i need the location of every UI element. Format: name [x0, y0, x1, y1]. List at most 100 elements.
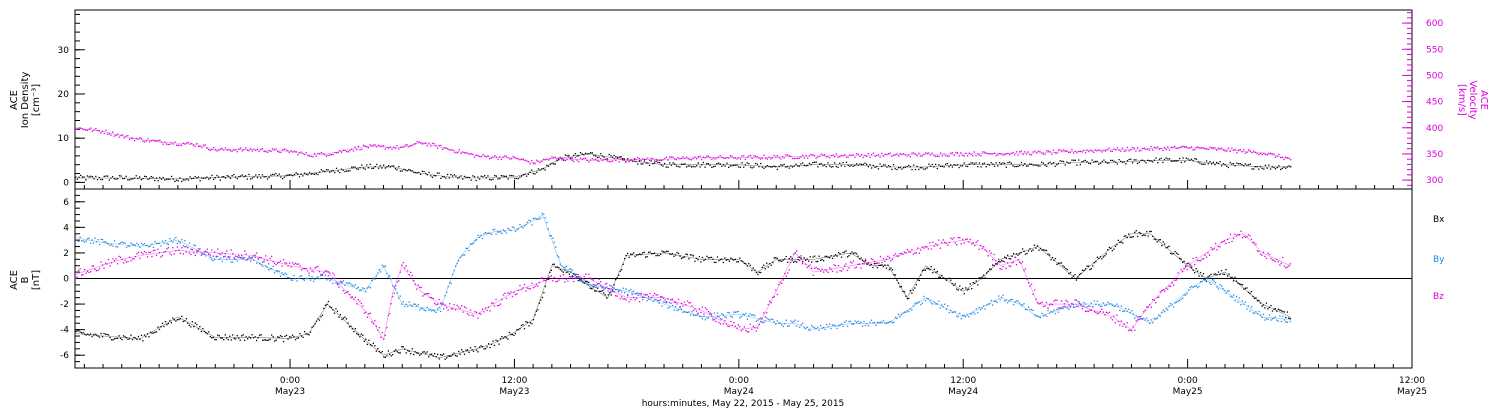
- data-point: [487, 155, 489, 157]
- data-point: [396, 351, 398, 353]
- data-point: [989, 250, 991, 252]
- data-point: [100, 238, 102, 240]
- data-point: [537, 168, 540, 170]
- data-point: [818, 255, 820, 257]
- data-point: [335, 282, 337, 284]
- data-point: [616, 156, 619, 159]
- data-point: [686, 311, 689, 314]
- data-point: [1030, 283, 1033, 285]
- data-point: [469, 309, 472, 311]
- data-point: [93, 334, 95, 336]
- data-point: [388, 165, 390, 167]
- data-point: [760, 317, 762, 319]
- data-point: [793, 261, 795, 263]
- data-point: [214, 338, 216, 341]
- data-point: [315, 266, 318, 268]
- data-point: [357, 145, 359, 148]
- data-point: [134, 244, 137, 246]
- data-point: [633, 160, 635, 162]
- data-point: [281, 336, 283, 338]
- data-point: [653, 292, 656, 295]
- data-point: [1161, 244, 1163, 247]
- data-point: [894, 154, 896, 156]
- data-point: [90, 127, 92, 129]
- data-point: [440, 354, 442, 356]
- data-point: [239, 339, 241, 341]
- data-point: [320, 275, 322, 277]
- data-point: [650, 160, 652, 162]
- data-point: [224, 255, 226, 257]
- data-point: [871, 167, 873, 169]
- data-point: [399, 271, 401, 273]
- data-point: [466, 349, 469, 351]
- data-point: [541, 212, 543, 214]
- data-point: [211, 249, 213, 251]
- data-point: [658, 255, 660, 257]
- data-point: [1235, 295, 1238, 298]
- data-point: [633, 296, 635, 299]
- data-point: [555, 281, 557, 283]
- data-point: [954, 283, 956, 285]
- b-tick-label: -2: [60, 300, 69, 310]
- data-point: [1096, 160, 1098, 162]
- data-point: [1113, 148, 1115, 150]
- data-point: [119, 242, 122, 244]
- data-point: [743, 166, 745, 168]
- data-point: [1259, 314, 1262, 316]
- data-point: [672, 162, 674, 164]
- data-point: [938, 155, 940, 157]
- data-point: [406, 144, 408, 146]
- data-point: [206, 147, 208, 149]
- data-point: [975, 162, 977, 164]
- data-point: [791, 166, 794, 168]
- data-point: [817, 260, 819, 263]
- data-point: [642, 299, 644, 301]
- data-point: [172, 317, 174, 319]
- data-point: [1001, 296, 1003, 298]
- data-point: [332, 282, 334, 284]
- data-point: [1010, 265, 1012, 268]
- data-point: [253, 148, 255, 151]
- data-point: [285, 273, 288, 275]
- data-point: [793, 253, 795, 255]
- data-point: [652, 295, 654, 297]
- data-point: [980, 155, 982, 157]
- data-point: [513, 227, 515, 229]
- data-point: [716, 256, 719, 258]
- data-point: [466, 247, 469, 250]
- data-point: [875, 324, 877, 326]
- data-point: [1219, 273, 1221, 276]
- data-point: [170, 240, 172, 242]
- data-point: [1147, 306, 1149, 308]
- data-point: [787, 325, 789, 327]
- data-point: [906, 165, 908, 168]
- data-point: [972, 311, 974, 313]
- data-point: [302, 278, 304, 281]
- data-point: [1059, 307, 1061, 309]
- data-point: [615, 295, 617, 297]
- data-point: [854, 267, 856, 269]
- data-point: [935, 163, 937, 166]
- data-point: [852, 252, 855, 255]
- data-point: [728, 157, 730, 159]
- data-point: [935, 243, 937, 245]
- data-point: [288, 151, 290, 154]
- data-point: [1226, 275, 1229, 277]
- data-point: [1177, 300, 1179, 302]
- data-point: [230, 261, 232, 263]
- data-point: [998, 295, 1000, 297]
- data-point: [869, 163, 871, 166]
- data-point: [364, 168, 366, 170]
- data-point: [1144, 309, 1146, 311]
- data-point: [981, 276, 983, 278]
- data-point: [553, 241, 555, 243]
- data-point: [413, 303, 415, 305]
- data-point: [1045, 315, 1048, 317]
- data-point: [341, 318, 343, 321]
- data-point: [758, 323, 760, 326]
- data-point: [123, 137, 126, 139]
- data-point: [736, 158, 738, 160]
- data-point: [478, 155, 481, 158]
- data-point: [154, 331, 156, 333]
- data-point: [1238, 297, 1241, 299]
